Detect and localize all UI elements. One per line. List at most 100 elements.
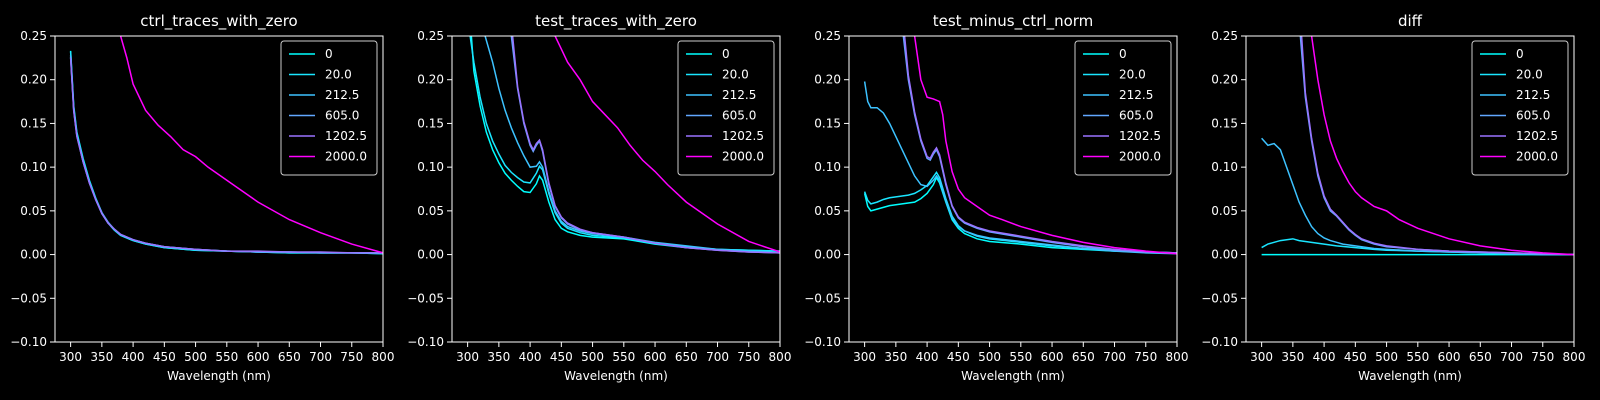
series-line [863,81,1177,255]
legend-label: 2000.0 [1516,150,1558,164]
x-tick-label: 350 [1281,350,1304,364]
series-line [511,36,780,254]
y-tick-label: 0.10 [417,160,444,174]
x-tick-label: 650 [1469,350,1492,364]
x-tick-label: 350 [90,350,113,364]
y-tick-label: 0.10 [1211,160,1238,174]
y-tick-label: 0.25 [417,29,444,43]
x-tick-label: 300 [456,350,479,364]
x-tick-label: 750 [737,350,760,364]
chart-title: test_minus_ctrl_norm [933,12,1094,31]
x-tick-label: 450 [153,350,176,364]
y-tick-label: 0.10 [814,160,841,174]
y-tick-label: 0.10 [20,160,47,174]
y-tick-label: 0.15 [20,116,47,130]
chart-title: test_traces_with_zero [535,12,697,31]
plot-frame [1245,35,1575,343]
series-line [1261,137,1574,256]
y-tick-label: −0.05 [10,291,47,305]
series-line [863,176,1177,254]
x-tick-label: 450 [947,350,970,364]
series-line [119,36,383,254]
legend-label: 1202.5 [1516,129,1558,143]
x-tick-label: 300 [59,350,82,364]
x-tick-label: 350 [487,350,510,364]
legend-label: 212.5 [1119,88,1153,102]
plot-frame [848,35,1178,343]
x-tick-label: 400 [519,350,542,364]
y-tick-label: −0.05 [1201,291,1238,305]
y-tick-label: 0.25 [1211,29,1238,43]
plot-frame [451,35,781,343]
legend-label: 605.0 [1119,109,1153,123]
y-tick-label: 0.25 [814,29,841,43]
legend-label: 20.0 [722,68,749,82]
legend-label: 2000.0 [325,150,367,164]
legend-label: 20.0 [1119,68,1146,82]
legend-label: 0 [325,47,333,61]
plot-frame [54,35,384,343]
y-tick-label: 0.15 [417,116,444,130]
y-tick-label: 0.20 [417,73,444,87]
x-tick-label: 800 [769,350,792,364]
y-tick-label: 0.20 [1211,73,1238,87]
chart-panel: diff 300 350 400 450 500 550 600 650 700 750 800 −0.… [1201,12,1585,383]
y-tick-label: 0.15 [1211,116,1238,130]
x-tick-label: 500 [1375,350,1398,364]
legend-label: 605.0 [1516,109,1550,123]
legend: 0 20.0 212.5 605.0 1202.5 2000.0 [280,40,378,176]
chart-panel: test_traces_with_zero 300 350 400 450 500 550 6… [407,12,791,383]
x-tick-label: 750 [340,350,363,364]
x-tick-label: 700 [1103,350,1126,364]
y-tick-label: 0.00 [20,248,47,262]
x-tick-label: 550 [215,350,238,364]
x-axis-label: Wavelength (nm) [167,369,271,383]
legend-label: 1202.5 [722,129,764,143]
legend-label: 605.0 [325,109,359,123]
series-line [484,36,780,254]
y-tick-label: −0.05 [804,291,841,305]
x-tick-label: 400 [1313,350,1336,364]
x-tick-label: 450 [1344,350,1367,364]
legend-label: 212.5 [325,88,359,102]
x-tick-label: 600 [1041,350,1064,364]
y-tick-label: 0.00 [1211,248,1238,262]
x-tick-label: 300 [853,350,876,364]
x-tick-label: 300 [1250,350,1273,364]
y-tick-label: 0.15 [814,116,841,130]
x-tick-label: 650 [1072,350,1095,364]
y-tick-label: 0.20 [814,73,841,87]
legend-label: 2000.0 [722,150,764,164]
series-line [69,57,383,254]
series-line [903,36,1177,254]
y-tick-label: −0.10 [1201,335,1238,349]
y-tick-label: 0.00 [814,248,841,262]
legend-label: 20.0 [325,68,352,82]
legend-label: 0 [1119,47,1127,61]
x-tick-label: 650 [675,350,698,364]
chart-panel: test_minus_ctrl_norm 300 350 400 450 500 550 60… [804,12,1188,383]
legend-label: 1202.5 [1119,129,1161,143]
legend-label: 212.5 [722,88,756,102]
y-tick-label: 0.20 [20,73,47,87]
x-tick-label: 600 [644,350,667,364]
legend-label: 20.0 [1516,68,1543,82]
y-tick-label: −0.05 [407,291,444,305]
legend-label: 212.5 [1516,88,1550,102]
y-tick-label: 0.00 [417,248,444,262]
legend-label: 0 [1516,47,1524,61]
x-tick-label: 600 [1438,350,1461,364]
series-line [470,36,780,252]
x-axis-label: Wavelength (nm) [564,369,668,383]
y-tick-label: 0.05 [20,204,47,218]
legend-label: 605.0 [722,109,756,123]
x-tick-label: 550 [1406,350,1429,364]
series-line [1300,36,1574,256]
x-axis-label: Wavelength (nm) [1358,369,1462,383]
x-tick-label: 800 [1166,350,1189,364]
y-tick-label: 0.25 [20,29,47,43]
x-tick-label: 500 [978,350,1001,364]
y-tick-label: 0.05 [1211,204,1238,218]
chart-title: ctrl_traces_with_zero [140,12,297,31]
